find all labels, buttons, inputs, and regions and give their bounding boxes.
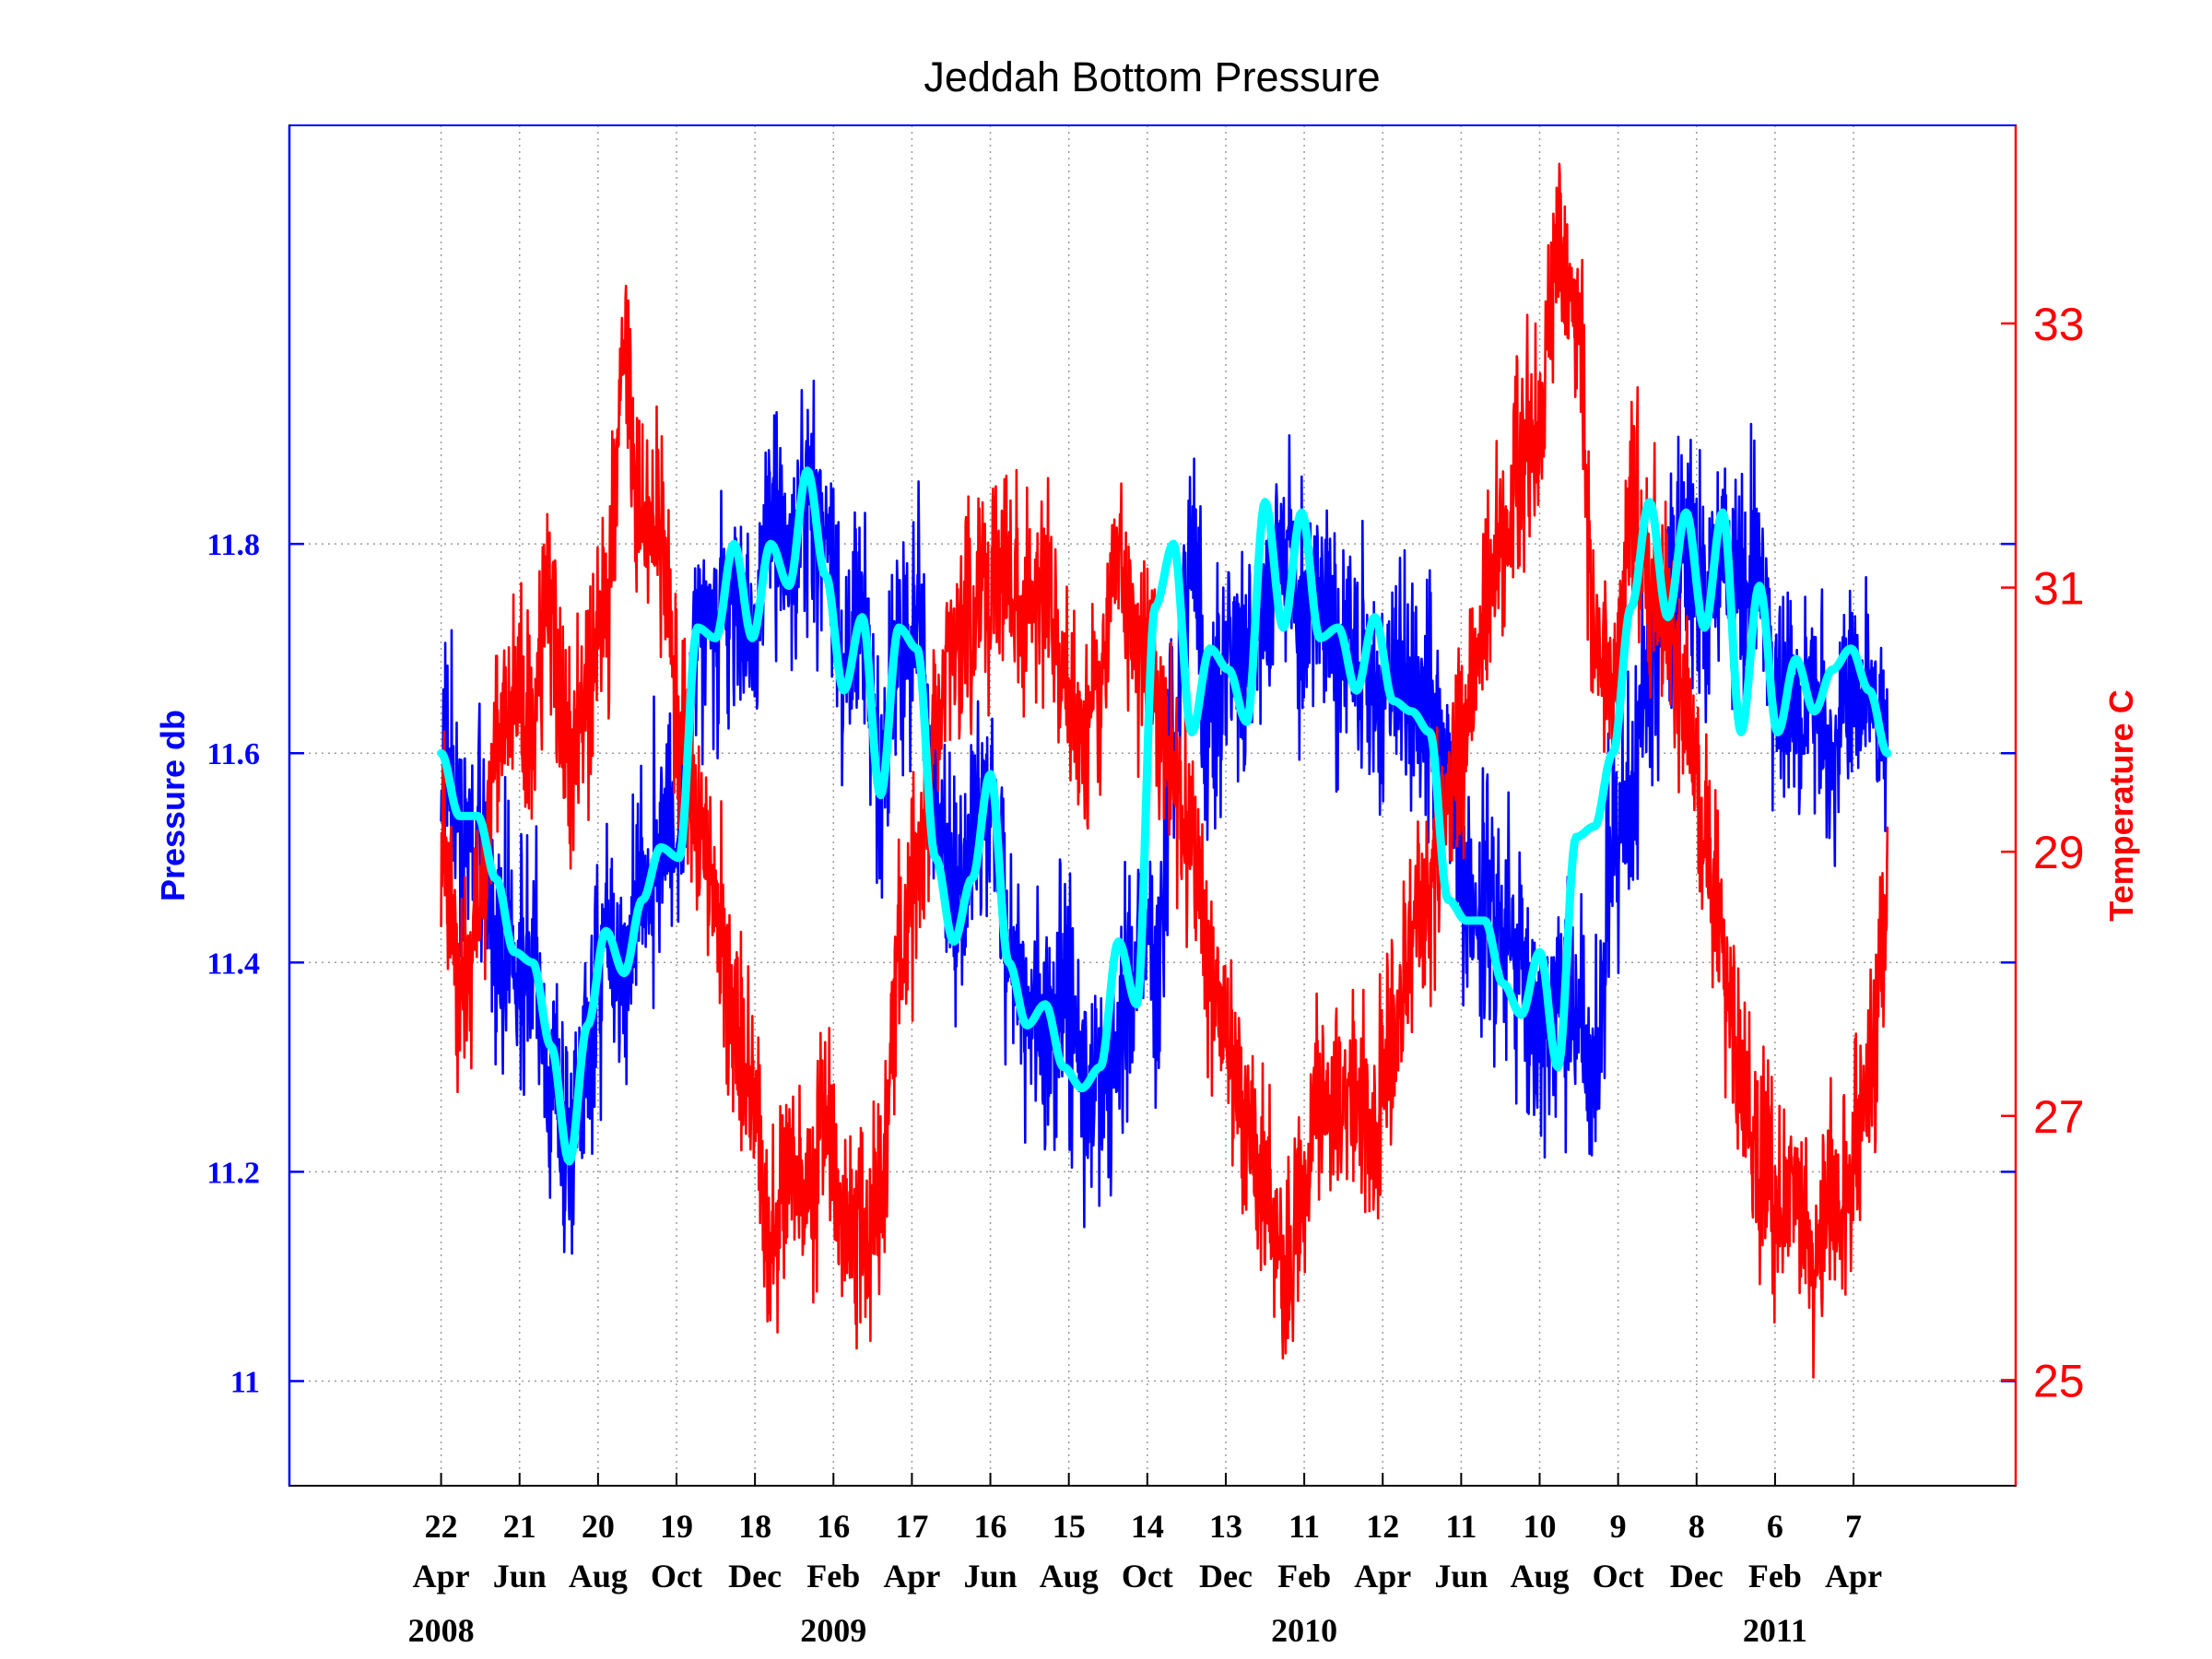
x-tick-month-label: Apr bbox=[413, 1558, 470, 1594]
y-right-tick-label: 31 bbox=[2033, 563, 2085, 615]
x-tick-day-label: 20 bbox=[582, 1508, 615, 1545]
x-year-label: 2009 bbox=[800, 1612, 866, 1649]
x-tick-month-label: Jun bbox=[964, 1558, 1018, 1594]
x-tick-day-label: 16 bbox=[974, 1508, 1007, 1545]
y-left-tick-label: 11.8 bbox=[206, 528, 260, 562]
x-tick-day-label: 13 bbox=[1209, 1508, 1242, 1545]
temperature-line bbox=[440, 162, 1889, 1379]
x-tick-day-label: 21 bbox=[503, 1508, 536, 1545]
x-tick-day-label: 9 bbox=[1610, 1508, 1627, 1545]
x-tick-day-label: 22 bbox=[425, 1508, 458, 1545]
x-tick-day-label: 10 bbox=[1524, 1508, 1557, 1545]
plot-frame bbox=[288, 124, 2017, 1487]
x-tick-month-label: Dec bbox=[1670, 1558, 1724, 1594]
pressure-smoothed-line bbox=[437, 466, 1892, 1166]
x-tick-month-label: Apr bbox=[1825, 1558, 1882, 1594]
y-right-tick-label: 25 bbox=[2033, 1355, 2085, 1406]
x-tick-day-label: 12 bbox=[1366, 1508, 1399, 1545]
x-tick-month-label: Apr bbox=[1354, 1558, 1411, 1594]
x-tick-month-label: Dec bbox=[728, 1558, 782, 1594]
x-tick-day-label: 17 bbox=[895, 1508, 928, 1545]
y-axis-left-label: Pressure db bbox=[154, 710, 192, 901]
x-tick-day-label: 18 bbox=[738, 1508, 771, 1545]
y-left-tick-label: 11.4 bbox=[206, 947, 260, 981]
y-right-tick-label: 27 bbox=[2033, 1091, 2085, 1143]
x-tick-day-label: 8 bbox=[1688, 1508, 1705, 1545]
x-tick-month-label: Feb bbox=[1277, 1558, 1331, 1594]
x-year-label: 2008 bbox=[408, 1612, 475, 1649]
series-layer bbox=[437, 162, 1892, 1379]
y-left-tick-label: 11 bbox=[230, 1365, 260, 1399]
x-tick-month-label: Apr bbox=[883, 1558, 940, 1594]
y-right-tick-label: 29 bbox=[2033, 827, 2085, 878]
x-tick-day-label: 14 bbox=[1131, 1508, 1164, 1545]
y-left-tick-label: 11.6 bbox=[206, 737, 260, 771]
chart-title: Jeddah Bottom Pressure bbox=[924, 53, 1380, 100]
x-year-label: 2011 bbox=[1743, 1612, 1807, 1649]
axis-layer: 22 Apr 21 Jun 20 Aug 19 Oct 18 Dec 16 Feb 17 Apr 16 Jun… bbox=[206, 299, 2084, 1649]
x-tick-day-label: 11 bbox=[1288, 1508, 1320, 1545]
x-tick-month-label: Jun bbox=[1434, 1558, 1488, 1594]
x-tick-day-label: 19 bbox=[660, 1508, 693, 1545]
x-tick-day-label: 6 bbox=[1767, 1508, 1783, 1545]
x-year-label: 2010 bbox=[1271, 1612, 1337, 1649]
x-tick-month-label: Dec bbox=[1199, 1558, 1253, 1594]
x-tick-month-label: Aug bbox=[1510, 1558, 1569, 1594]
grid-layer bbox=[289, 125, 2016, 1486]
x-tick-month-label: Feb bbox=[806, 1558, 860, 1594]
y-right-tick-label: 33 bbox=[2033, 299, 2085, 350]
x-tick-day-label: 7 bbox=[1845, 1508, 1862, 1545]
x-tick-day-label: 15 bbox=[1053, 1508, 1086, 1545]
x-tick-month-label: Aug bbox=[569, 1558, 628, 1594]
y-axis-right-label: Temperature C bbox=[2102, 689, 2140, 921]
x-tick-month-label: Oct bbox=[1122, 1558, 1173, 1594]
x-tick-month-label: Feb bbox=[1748, 1558, 1802, 1594]
x-tick-month-label: Aug bbox=[1040, 1558, 1099, 1594]
x-tick-month-label: Jun bbox=[493, 1558, 547, 1594]
x-tick-day-label: 11 bbox=[1445, 1508, 1477, 1545]
x-tick-month-label: Oct bbox=[1593, 1558, 1644, 1594]
x-tick-month-label: Oct bbox=[651, 1558, 702, 1594]
y-left-tick-label: 11.2 bbox=[206, 1156, 260, 1190]
x-tick-day-label: 16 bbox=[817, 1508, 850, 1545]
